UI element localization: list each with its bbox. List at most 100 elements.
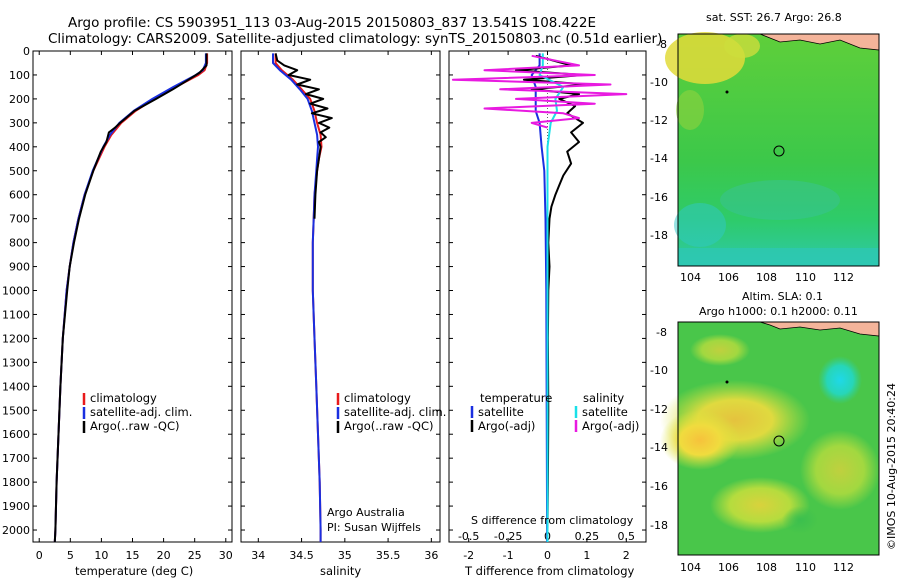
- x-tick-label: 25: [188, 549, 202, 562]
- x-tick-label: 20: [157, 549, 171, 562]
- sla-map-title2: Argo h1000: 0.1 h2000: 0.11: [699, 305, 858, 318]
- sla-lon-tick: 110: [795, 561, 816, 574]
- sla-lon-tick: 106: [718, 561, 739, 574]
- sst-lat-tick: -12: [650, 114, 668, 127]
- salinity-axis-label: salinity: [320, 564, 361, 578]
- x-tick-label: 34: [251, 549, 265, 562]
- legend-s-argo: Argo(-adj): [582, 419, 639, 433]
- legend-s-satellite: satellite: [582, 405, 628, 419]
- x-tick-label: 1: [583, 549, 590, 562]
- x-tick-label: 0: [544, 549, 551, 562]
- depth-tick-label: 600: [9, 189, 30, 202]
- depth-tick-label: 700: [9, 213, 30, 226]
- sla-lat-tick: -8: [656, 326, 667, 339]
- sst-lon-tick: 106: [718, 271, 739, 284]
- temperature-axis-label: temperature (deg C): [75, 564, 193, 578]
- x-tick-label: 10: [94, 549, 108, 562]
- depth-tick-label: 500: [9, 165, 30, 178]
- depth-tick-label: 2000: [2, 524, 30, 537]
- depth-tick-label: 1400: [2, 380, 30, 393]
- depth-tick-label: 300: [9, 117, 30, 130]
- sst-lon-tick: 112: [833, 271, 854, 284]
- sst-lat-tick: -18: [650, 229, 668, 242]
- x-tick-label: 34.5: [289, 549, 314, 562]
- x-tick-label: -1: [503, 549, 514, 562]
- difference-profile-series-t-argo: [515, 54, 588, 531]
- depth-tick-label: 1700: [2, 452, 30, 465]
- depth-tick-label: 1800: [2, 476, 30, 489]
- s-diff-tick-label: -0.5: [458, 530, 479, 543]
- legend-climatology: climatology: [344, 391, 411, 405]
- temperature-profile-series-argo: [53, 53, 208, 543]
- x-tick-label: 35.5: [376, 549, 401, 562]
- float-position-marker: [773, 435, 785, 447]
- sla-map-title1: Altim. SLA: 0.1: [742, 290, 823, 303]
- depth-tick-label: 1300: [2, 356, 30, 369]
- x-tick-label: 36: [424, 549, 438, 562]
- legend-argo: Argo(..raw -QC): [344, 419, 434, 433]
- sla-lat-tick: -12: [650, 403, 668, 416]
- temperature-profile-series-satellite: [53, 53, 207, 543]
- depth-tick-label: 0: [23, 45, 30, 58]
- x-tick-label: 5: [67, 549, 74, 562]
- sla-map-frame: [677, 321, 880, 556]
- depth-tick-label: 1600: [2, 428, 30, 441]
- salinity-profile-series-argo: [274, 53, 333, 219]
- x-tick-label: 15: [126, 549, 140, 562]
- sst-lon-tick: 104: [680, 271, 701, 284]
- sla-lat-tick: -10: [650, 364, 668, 377]
- x-tick-label: 30: [219, 549, 233, 562]
- sla-lat-tick: -18: [650, 519, 668, 532]
- argo-australia-label: Argo Australia: [327, 506, 405, 519]
- sst-map: sat. SST: 26.7 Argo: 26.8 -8 -10 -12 -14…: [650, 11, 880, 284]
- depth-tick-label: 1000: [2, 285, 30, 298]
- temperature-legend: climatology satellite-adj. clim. Argo(..…: [82, 391, 192, 433]
- float-position-marker: [773, 145, 785, 157]
- sla-map: Altim. SLA: 0.1 Argo h1000: 0.1 h2000: 0…: [650, 290, 880, 574]
- x-tick-label: 35: [338, 549, 352, 562]
- legend-temperature-heading: temperature: [480, 391, 552, 405]
- difference-profile-series-s-argo: [451, 54, 628, 129]
- sst-lon-tick: 110: [795, 271, 816, 284]
- salinity-legend: climatology satellite-adj. clim. Argo(..…: [327, 391, 446, 534]
- legend-climatology: climatology: [90, 391, 157, 405]
- temperature-profile-series-climatology: [53, 53, 209, 543]
- sla-lat-tick: -16: [650, 480, 668, 493]
- sla-lat-tick: -14: [650, 441, 668, 454]
- figure-title-line1: Argo profile: CS 5903951_113 03-Aug-2015…: [68, 15, 596, 31]
- temperature-profile-frame: [32, 50, 233, 543]
- legend-salinity-heading: salinity: [583, 391, 624, 405]
- legend-satellite: satellite-adj. clim.: [90, 405, 192, 419]
- depth-tick-label: 900: [9, 261, 30, 274]
- legend-satellite: satellite-adj. clim.: [344, 405, 446, 419]
- sst-lat-tick: -10: [650, 76, 668, 89]
- depth-tick-label: 100: [9, 69, 30, 82]
- sst-lat-tick: -14: [650, 152, 668, 165]
- legend-argo: Argo(..raw -QC): [90, 419, 180, 433]
- t-diff-axis-label: T difference from climatology: [464, 564, 635, 578]
- s-diff-tick-label: 0.5: [618, 530, 636, 543]
- depth-tick-label: 200: [9, 93, 30, 106]
- x-tick-label: -2: [463, 549, 474, 562]
- sla-lon-tick: 104: [680, 561, 701, 574]
- depth-tick-label: 1900: [2, 500, 30, 513]
- sst-lat-tick: -16: [650, 191, 668, 204]
- salinity-profile-frame: [240, 50, 441, 543]
- sst-map-frame: [677, 33, 880, 267]
- depth-tick-label: 1200: [2, 332, 30, 345]
- figure-title-line2: Climatology: CARS2009. Satellite-adjuste…: [48, 31, 662, 47]
- difference-legend: temperature satellite Argo(-adj) salinit…: [470, 391, 639, 527]
- sst-map-title: sat. SST: 26.7 Argo: 26.8: [706, 11, 842, 24]
- depth-tick-label: 1500: [2, 404, 30, 417]
- x-tick-label: 0: [36, 549, 43, 562]
- sla-lon-tick: 108: [756, 561, 777, 574]
- x-tick-label: 2: [623, 549, 630, 562]
- s-diff-tick-label: 0.25: [575, 530, 600, 543]
- depth-tick-label: 1100: [2, 308, 30, 321]
- legend-t-satellite: satellite: [478, 405, 524, 419]
- depth-tick-label: 400: [9, 141, 30, 154]
- s-diff-axis-label: S difference from climatology: [471, 514, 634, 527]
- depth-tick-label: 800: [9, 237, 30, 250]
- salinity-profile-series-satellite: [272, 53, 322, 542]
